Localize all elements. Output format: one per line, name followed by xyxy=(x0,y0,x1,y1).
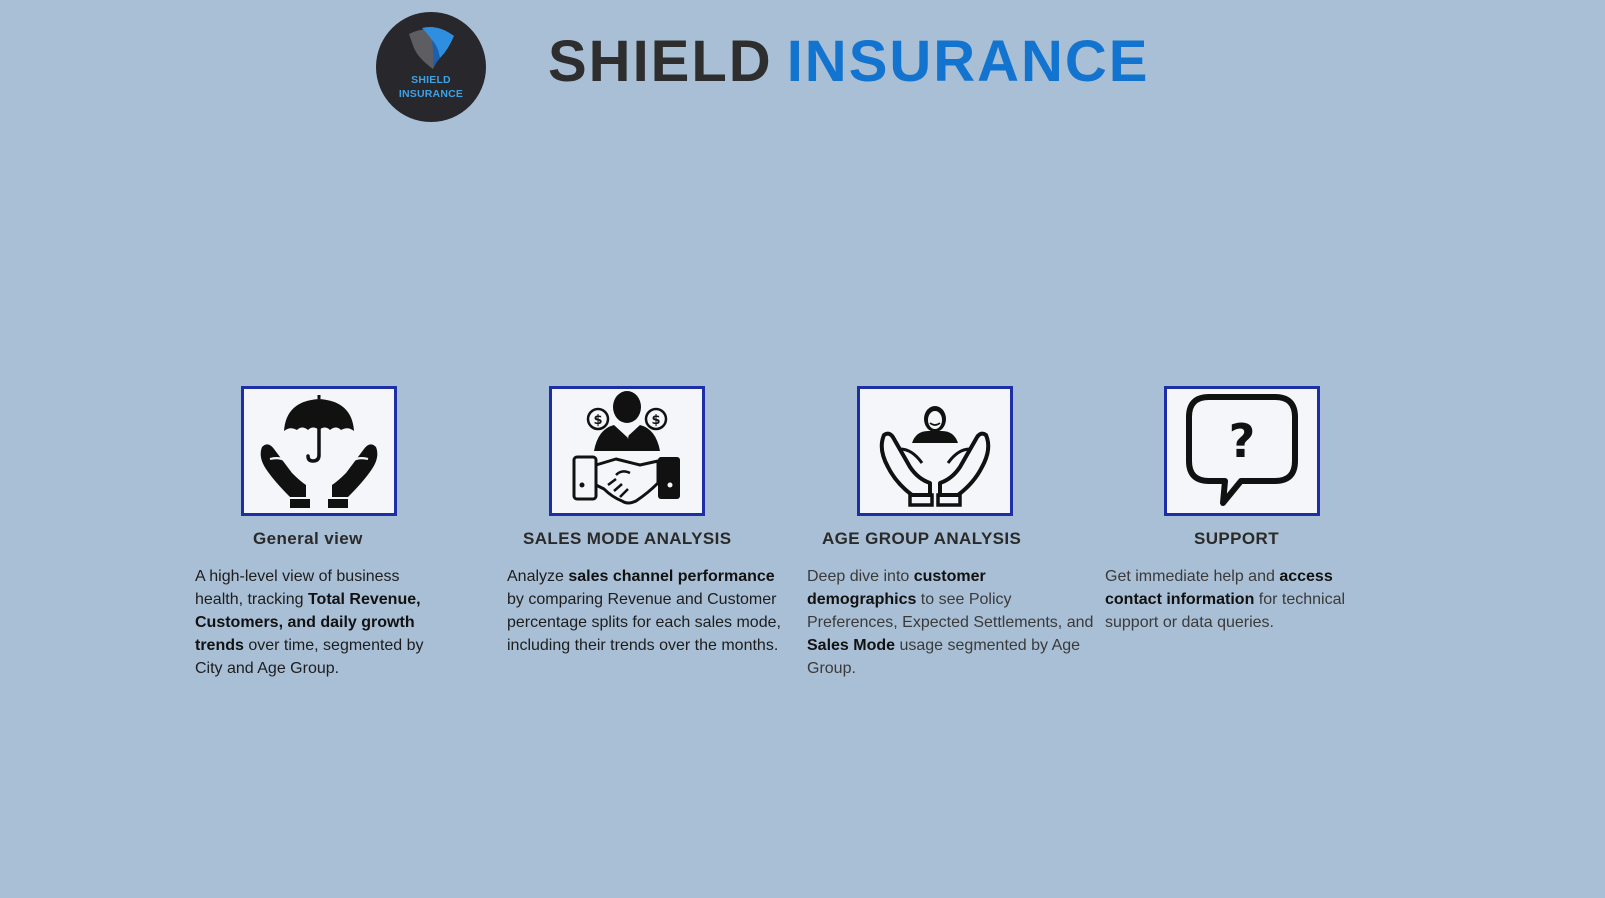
logo-text-line1: SHIELD xyxy=(411,74,451,86)
brand-logo: SHIELD INSURANCE xyxy=(376,12,486,122)
svg-text:?: ? xyxy=(1229,414,1256,468)
age-group-analysis-description: Deep dive into customer demographics to … xyxy=(807,565,1097,680)
desc-text: usage segmented by Age Group. xyxy=(807,637,1081,677)
logo-text-line2: INSURANCE xyxy=(398,88,464,100)
general-view-description: A high-level view of business health, tr… xyxy=(195,565,450,680)
desc-text: over time, segmented by City and Age Gro… xyxy=(195,637,424,677)
person-in-hands-icon xyxy=(879,406,991,507)
desc-text: to see Policy Preferences, Expected Sett… xyxy=(807,591,1094,631)
desc-bold-text: access contact information xyxy=(1105,568,1333,608)
desc-bold-text: Sales Mode xyxy=(807,637,896,654)
age-group-analysis-nav-button[interactable] xyxy=(857,386,1013,516)
desc-text: Get immediate help and xyxy=(1105,568,1280,585)
sales-mode-analysis-title[interactable]: SALES MODE ANALYSIS xyxy=(523,529,732,548)
sales-mode-analysis-description: Analyze sales channel performance by com… xyxy=(507,565,795,657)
shield-logo-icon xyxy=(409,27,454,69)
desc-bold-text: customer demographics xyxy=(807,568,986,608)
desc-bold-text: Total Revenue, Customers, and daily grow… xyxy=(195,591,421,654)
desc-text: Analyze xyxy=(507,568,569,585)
sales-mode-analysis-nav-button[interactable]: $ $ xyxy=(549,386,705,516)
svg-text:$: $ xyxy=(593,413,602,428)
page-title: SHIELD INSURANCE xyxy=(548,26,1150,98)
desc-text: for technical support or data queries. xyxy=(1105,591,1346,631)
question-bubble-icon: ? xyxy=(1186,394,1298,506)
support-nav-button[interactable]: ? xyxy=(1164,386,1320,516)
title-word-insurance: INSURANCE xyxy=(786,29,1150,94)
support-title[interactable]: SUPPORT xyxy=(1194,529,1279,548)
general-view-nav-button[interactable] xyxy=(241,386,397,516)
handshake-icon: $ $ xyxy=(572,391,680,505)
title-word-shield: SHIELD xyxy=(548,29,773,94)
umbrella-hands-icon xyxy=(260,395,378,508)
general-view-title[interactable]: General view xyxy=(253,529,363,548)
desc-bold-text: sales channel performance xyxy=(568,568,775,585)
desc-text: Deep dive into xyxy=(807,568,914,585)
svg-text:$: $ xyxy=(651,413,660,428)
support-description: Get immediate help and access contact in… xyxy=(1105,565,1370,634)
age-group-analysis-title[interactable]: AGE GROUP ANALYSIS xyxy=(822,529,1022,548)
desc-text: A high-level view of business health, tr… xyxy=(195,568,400,608)
desc-text: by comparing Revenue and Customer percen… xyxy=(507,591,781,654)
